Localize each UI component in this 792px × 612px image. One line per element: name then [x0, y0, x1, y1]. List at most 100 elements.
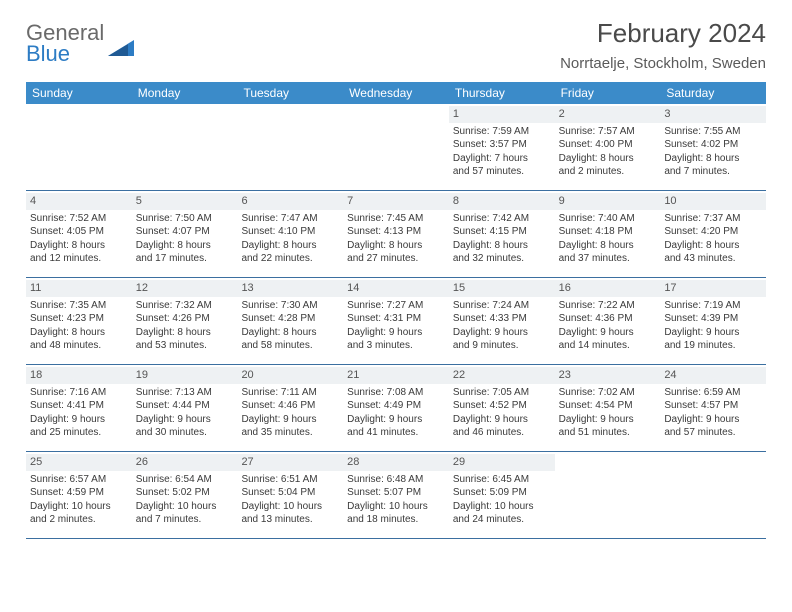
day-number: 4 [26, 193, 132, 210]
sunset-text: Sunset: 4:20 PM [664, 225, 762, 239]
daylight-text: and 48 minutes. [30, 339, 128, 353]
day-number: 1 [449, 106, 555, 123]
sunrise-text: Sunrise: 6:57 AM [30, 473, 128, 487]
day-number: 12 [132, 280, 238, 297]
daylight-text: and 25 minutes. [30, 426, 128, 440]
daylight-text: Daylight: 10 hours [30, 500, 128, 514]
day-cell: 25Sunrise: 6:57 AMSunset: 4:59 PMDayligh… [26, 452, 132, 538]
day-number: 10 [660, 193, 766, 210]
day-cell [26, 104, 132, 190]
daylight-text: and 19 minutes. [664, 339, 762, 353]
sunrise-text: Sunrise: 7:05 AM [453, 386, 551, 400]
sunset-text: Sunset: 4:26 PM [136, 312, 234, 326]
daylight-text: Daylight: 9 hours [664, 326, 762, 340]
daylight-text: Daylight: 10 hours [347, 500, 445, 514]
week-row: 11Sunrise: 7:35 AMSunset: 4:23 PMDayligh… [26, 278, 766, 365]
daylight-text: Daylight: 8 hours [664, 239, 762, 253]
sunset-text: Sunset: 4:31 PM [347, 312, 445, 326]
daylight-text: and 2 minutes. [30, 513, 128, 527]
day-number: 13 [237, 280, 343, 297]
day-cell: 18Sunrise: 7:16 AMSunset: 4:41 PMDayligh… [26, 365, 132, 451]
sunset-text: Sunset: 4:18 PM [559, 225, 657, 239]
sunrise-text: Sunrise: 6:48 AM [347, 473, 445, 487]
day-number: 2 [555, 106, 661, 123]
day-number: 18 [26, 367, 132, 384]
daylight-text: Daylight: 8 hours [136, 326, 234, 340]
sunrise-text: Sunrise: 7:19 AM [664, 299, 762, 313]
sunrise-text: Sunrise: 7:24 AM [453, 299, 551, 313]
sunset-text: Sunset: 4:46 PM [241, 399, 339, 413]
weekday-wed: Wednesday [343, 82, 449, 104]
day-number: 15 [449, 280, 555, 297]
daylight-text: and 53 minutes. [136, 339, 234, 353]
weekday-thu: Thursday [449, 82, 555, 104]
day-cell: 1Sunrise: 7:59 AMSunset: 3:57 PMDaylight… [449, 104, 555, 190]
day-number: 9 [555, 193, 661, 210]
daylight-text: and 7 minutes. [136, 513, 234, 527]
weekday-tue: Tuesday [237, 82, 343, 104]
day-cell: 3Sunrise: 7:55 AMSunset: 4:02 PMDaylight… [660, 104, 766, 190]
sunset-text: Sunset: 4:02 PM [664, 138, 762, 152]
day-number: 27 [237, 454, 343, 471]
day-cell: 28Sunrise: 6:48 AMSunset: 5:07 PMDayligh… [343, 452, 449, 538]
daylight-text: and 24 minutes. [453, 513, 551, 527]
daylight-text: Daylight: 9 hours [453, 326, 551, 340]
daylight-text: Daylight: 9 hours [30, 413, 128, 427]
sunset-text: Sunset: 4:57 PM [664, 399, 762, 413]
sunset-text: Sunset: 4:54 PM [559, 399, 657, 413]
day-number: 8 [449, 193, 555, 210]
sunrise-text: Sunrise: 7:50 AM [136, 212, 234, 226]
daylight-text: and 7 minutes. [664, 165, 762, 179]
day-cell: 19Sunrise: 7:13 AMSunset: 4:44 PMDayligh… [132, 365, 238, 451]
daylight-text: and 37 minutes. [559, 252, 657, 266]
sunset-text: Sunset: 4:10 PM [241, 225, 339, 239]
sunrise-text: Sunrise: 7:45 AM [347, 212, 445, 226]
logo: General Blue [26, 22, 134, 65]
sunset-text: Sunset: 4:07 PM [136, 225, 234, 239]
sunset-text: Sunset: 4:36 PM [559, 312, 657, 326]
sunrise-text: Sunrise: 6:54 AM [136, 473, 234, 487]
day-number: 26 [132, 454, 238, 471]
calendar: Sunday Monday Tuesday Wednesday Thursday… [26, 82, 766, 539]
sunrise-text: Sunrise: 7:22 AM [559, 299, 657, 313]
day-number: 25 [26, 454, 132, 471]
sunrise-text: Sunrise: 6:45 AM [453, 473, 551, 487]
logo-blue: Blue [26, 43, 104, 65]
header: General Blue February 2024 Norrtaelje, S… [26, 18, 766, 72]
sunset-text: Sunset: 4:41 PM [30, 399, 128, 413]
sunset-text: Sunset: 4:15 PM [453, 225, 551, 239]
daylight-text: Daylight: 8 hours [664, 152, 762, 166]
daylight-text: Daylight: 9 hours [559, 413, 657, 427]
sunrise-text: Sunrise: 7:40 AM [559, 212, 657, 226]
sunrise-text: Sunrise: 7:32 AM [136, 299, 234, 313]
daylight-text: Daylight: 8 hours [241, 326, 339, 340]
day-cell: 6Sunrise: 7:47 AMSunset: 4:10 PMDaylight… [237, 191, 343, 277]
day-cell [555, 452, 661, 538]
daylight-text: and 43 minutes. [664, 252, 762, 266]
daylight-text: Daylight: 8 hours [30, 239, 128, 253]
sunrise-text: Sunrise: 7:27 AM [347, 299, 445, 313]
sunrise-text: Sunrise: 7:02 AM [559, 386, 657, 400]
daylight-text: and 13 minutes. [241, 513, 339, 527]
weekday-mon: Monday [132, 82, 238, 104]
day-cell: 16Sunrise: 7:22 AMSunset: 4:36 PMDayligh… [555, 278, 661, 364]
weekday-fri: Friday [555, 82, 661, 104]
sunset-text: Sunset: 5:04 PM [241, 486, 339, 500]
day-cell: 11Sunrise: 7:35 AMSunset: 4:23 PMDayligh… [26, 278, 132, 364]
title-block: February 2024 Norrtaelje, Stockholm, Swe… [560, 18, 766, 72]
weekday-sat: Saturday [660, 82, 766, 104]
sunset-text: Sunset: 4:28 PM [241, 312, 339, 326]
calendar-page: General Blue February 2024 Norrtaelje, S… [0, 0, 792, 557]
day-cell [343, 104, 449, 190]
daylight-text: and 3 minutes. [347, 339, 445, 353]
day-number: 28 [343, 454, 449, 471]
day-cell: 12 Sunrise: 7:32 AMSunset: 4:26 PMDayligh… [132, 278, 238, 364]
day-number: 11 [26, 280, 132, 297]
daylight-text: Daylight: 9 hours [559, 326, 657, 340]
week-row: 25Sunrise: 6:57 AMSunset: 4:59 PMDayligh… [26, 452, 766, 539]
sunset-text: Sunset: 4:44 PM [136, 399, 234, 413]
daylight-text: and 9 minutes. [453, 339, 551, 353]
daylight-text: and 46 minutes. [453, 426, 551, 440]
sunrise-text: Sunrise: 7:11 AM [241, 386, 339, 400]
weekday-header: Sunday Monday Tuesday Wednesday Thursday… [26, 82, 766, 104]
